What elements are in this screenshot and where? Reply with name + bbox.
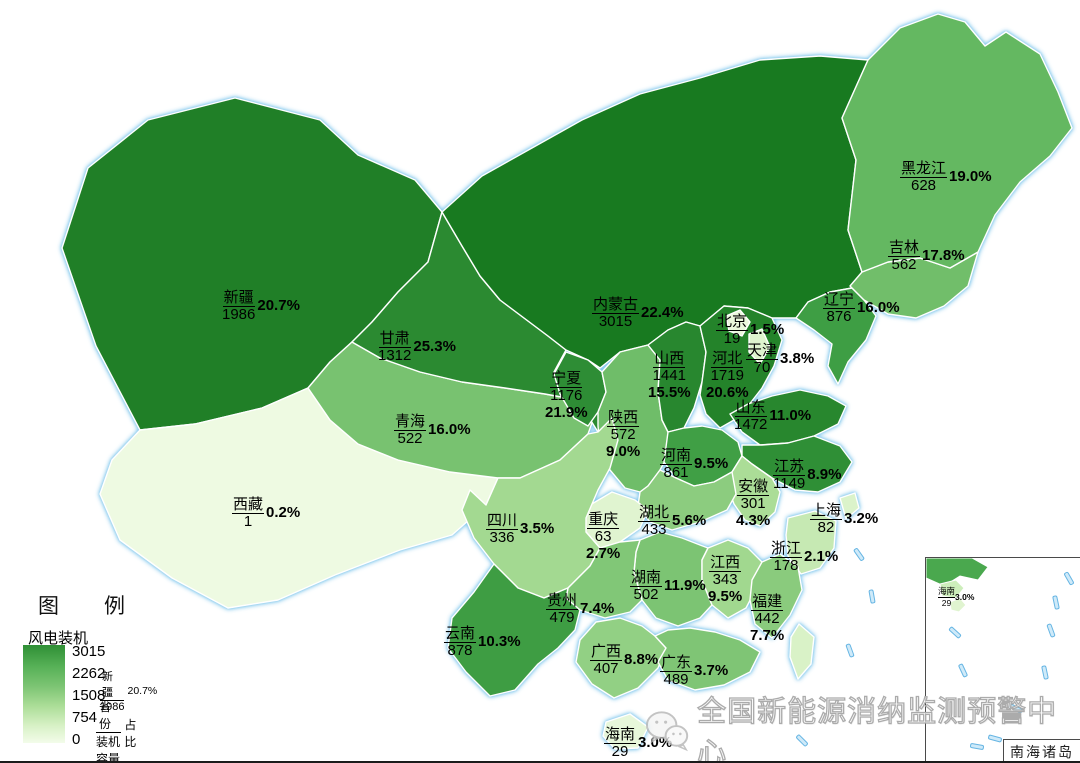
province-guangdong [654,627,761,691]
legend-tick: 0 [72,731,81,748]
province-tianjin [748,328,771,365]
legend-key-suffix: 占比 [124,717,137,749]
legend-tick: 3015 [72,643,106,660]
province-shanxi [647,321,707,433]
legend-title: 图 例 [38,595,137,618]
province-yunnan [447,563,581,697]
inset-hainan-label: 海南 29 3.0% [938,585,974,608]
legend-example-pct: 20.7% [127,684,158,697]
legend-tick: 2262 [72,665,106,682]
legend-key-denominator: 装机容量 [96,735,121,763]
legend-ticks: 3015 2262 1508 754 0 [72,643,120,748]
legend: 图 例 风电装机 3015 2262 1508 754 0 新疆 1986 20.7% … [22,590,157,761]
island-taiwan [789,623,815,680]
province-liaoning [795,287,877,385]
legend-key-numerator: 省份 [96,698,122,733]
province-shandong [729,389,847,446]
province-shanghai [839,492,860,520]
province-hunan [633,531,713,627]
province-zhejiang [785,510,837,575]
inset-title: 南海诸岛 [1003,739,1080,761]
province-heilongjiang [841,13,1073,273]
inset-hainan-name: 海南 [938,586,956,598]
legend-example-value: 1986 [100,701,125,713]
inset-hainan-value: 29 [941,598,952,608]
province-neimenggu [441,55,869,369]
legend-example-province: 新疆 [100,668,125,701]
province-jiangxi [701,539,763,619]
province-beijing [725,309,751,337]
legend-gradient-bar [23,645,65,743]
province-ningxia [553,351,607,427]
inset-map-svg [926,558,989,613]
legend-example: 新疆 1986 20.7% [100,668,157,713]
south-china-sea-inset: 海南 29 3.0% 南海诸岛 [925,557,1080,761]
inset-hainan-pct: 3.0% [955,591,975,602]
legend-tick: 1508 [72,687,106,704]
legend-tick: 754 [72,709,98,726]
province-guangxi [575,617,667,699]
watermark: 全国新能源消纳监测预警中心 [644,688,1080,763]
legend-key: 省份 装机容量 占比 [96,698,137,763]
watermark-text: 全国新能源消纳监测预警中心 [697,695,1058,763]
province-shapes [61,13,1073,750]
legend-subtitle: 风电装机 [28,630,89,647]
province-fujian [749,553,803,639]
province-sichuan [461,417,619,599]
wechat-icon [645,711,689,752]
province-hainan [602,713,649,750]
